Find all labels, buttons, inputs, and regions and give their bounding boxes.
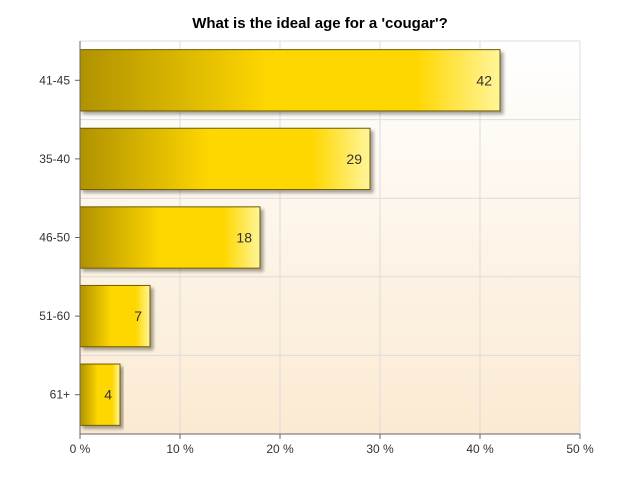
x-tick-label: 20 % [266,442,294,456]
x-tick-label: 40 % [466,442,494,456]
category-label: 61+ [50,388,70,402]
bar-46-50 [79,206,261,269]
chart-title: What is the ideal age for a 'cougar'? [192,15,448,32]
x-tick-label: 50 % [566,442,594,456]
category-label: 35-40 [39,152,70,166]
bar-35-40 [79,127,371,191]
bar-51-60 [79,284,151,348]
bar-41-45 [79,49,501,112]
category-label: 46-50 [39,231,70,245]
x-tick-label: 10 % [166,442,194,456]
category-labels: 41-45 35-40 46-50 51-60 61+ [39,73,70,401]
value-labels: 42 29 18 7 4 [104,72,492,402]
value-label: 42 [476,72,492,88]
x-tick-labels: 0 % 10 % 20 % 30 % 40 % 50 % [70,442,594,456]
value-label: 7 [134,308,142,324]
bar-61+ [79,363,121,426]
value-label: 4 [104,387,112,403]
value-label: 18 [236,230,252,246]
category-label: 51-60 [39,309,70,323]
x-tick-label: 30 % [366,442,394,456]
value-label: 29 [346,151,362,167]
bars [79,49,501,426]
axes [75,41,581,439]
x-tick-label: 0 % [70,442,91,456]
category-label: 41-45 [39,73,70,87]
